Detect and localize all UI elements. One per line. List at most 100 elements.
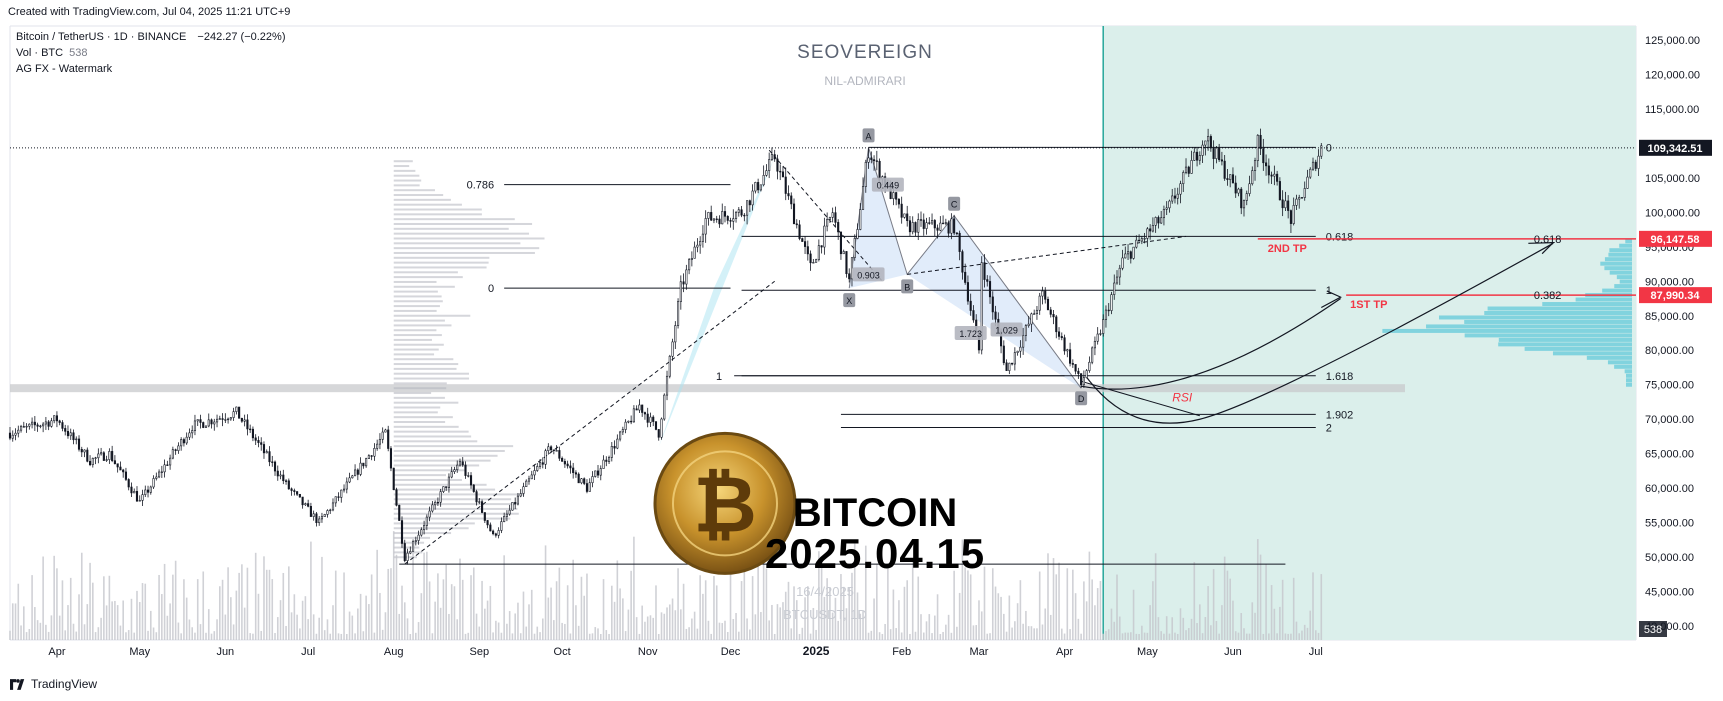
candle-body xyxy=(389,448,393,469)
volume-bar xyxy=(950,632,953,640)
target-label: 2ND TP xyxy=(1268,243,1307,255)
candle-body xyxy=(765,170,768,176)
pattern-shade-bcd xyxy=(907,215,1082,389)
volume-profile-bar xyxy=(393,532,452,535)
volume-bar xyxy=(873,598,875,640)
candle-body xyxy=(411,541,415,552)
candle-body xyxy=(497,530,500,536)
right-volume-profile-bar xyxy=(1426,324,1632,329)
symbol-legend[interactable]: Bitcoin / TetherUS · 1D · BINANCE −242.2… xyxy=(16,31,286,43)
volume-bar xyxy=(1312,572,1314,640)
candle-body xyxy=(1231,174,1235,184)
price-tick-label: 70,000.00 xyxy=(1645,414,1694,426)
volume-bar xyxy=(594,627,597,640)
tradingview-footer[interactable]: TradingView xyxy=(10,677,97,691)
volume-bar xyxy=(638,633,641,640)
candle-body xyxy=(768,159,771,171)
pattern-shade-xab xyxy=(849,147,908,289)
candle-body xyxy=(453,469,456,472)
candle-body xyxy=(406,552,409,561)
candle-body xyxy=(699,241,702,246)
volume-bar xyxy=(354,633,356,640)
volume-bar xyxy=(506,623,508,640)
volume-bar xyxy=(823,596,826,640)
volume-bar xyxy=(9,630,11,640)
candle-body xyxy=(478,501,481,503)
candle-body xyxy=(563,461,566,465)
volume-bar xyxy=(1047,553,1049,640)
volume-profile-bar xyxy=(393,184,420,187)
volume-bar xyxy=(268,569,271,640)
volume-bar xyxy=(760,612,762,640)
volume-bar xyxy=(699,575,701,640)
volume-bar xyxy=(127,630,130,640)
candle-body xyxy=(668,355,671,377)
time-tick-label: Dec xyxy=(721,646,741,658)
candle-body xyxy=(1071,363,1074,365)
candle-body xyxy=(1267,165,1270,176)
volume-bar xyxy=(304,596,307,640)
volume-bar xyxy=(1110,608,1113,640)
volume-bar xyxy=(456,619,459,640)
volume-profile-bar xyxy=(393,411,438,414)
candle-body xyxy=(318,518,321,524)
volume-bar xyxy=(934,615,936,640)
volume-bar xyxy=(738,631,740,640)
candle-body xyxy=(690,258,693,260)
pattern-point-badge xyxy=(1075,391,1088,406)
volume-bar xyxy=(1138,633,1140,640)
volume-bar xyxy=(895,628,897,640)
volume-bar xyxy=(743,565,746,640)
right-volume-profile-bar xyxy=(1626,382,1632,387)
candle-body xyxy=(439,491,442,503)
right-volume-profile-bar xyxy=(1575,297,1632,302)
candle-body xyxy=(124,471,128,480)
volume-bar xyxy=(1146,632,1149,640)
candle-body xyxy=(1193,151,1196,161)
symbol-name: Bitcoin / TetherUS · 1D · BINANCE xyxy=(16,31,187,43)
volume-bar xyxy=(784,591,787,640)
volume-bar xyxy=(622,598,624,640)
candle-body xyxy=(254,437,257,441)
candle-body xyxy=(1201,144,1204,156)
candle-body xyxy=(1080,373,1083,386)
candle-body xyxy=(710,212,713,221)
volume-bar xyxy=(17,583,20,640)
candle-body xyxy=(815,259,818,263)
candle-body xyxy=(365,458,368,467)
volume-bar xyxy=(166,615,169,640)
candle-body xyxy=(1309,168,1312,178)
candle-body xyxy=(602,459,605,469)
candle-body xyxy=(1008,362,1011,371)
volume-bar xyxy=(14,603,17,640)
volume-bar xyxy=(1248,633,1251,640)
footer-label: TradingView xyxy=(31,677,98,691)
volume-bar xyxy=(1223,556,1226,640)
dashed-trendline-ab xyxy=(768,149,883,282)
volume-bar xyxy=(86,604,89,640)
candle-body xyxy=(1176,193,1179,199)
volume-bar xyxy=(1030,626,1033,640)
candle-body xyxy=(831,212,834,218)
candle-body xyxy=(1030,313,1033,325)
candle-body xyxy=(227,418,230,421)
volume-bar xyxy=(116,605,119,640)
volume-bar xyxy=(50,615,53,640)
target-price-tag-text: 96,147.58 xyxy=(1651,234,1700,246)
volume-bar xyxy=(547,597,550,640)
volume-legend[interactable]: Vol · BTC 538 xyxy=(16,47,88,59)
bitcoin-coin-icon xyxy=(653,431,797,575)
candle-body xyxy=(1259,134,1262,149)
price-tick-label: 105,000.00 xyxy=(1645,173,1700,185)
candle-body xyxy=(1179,183,1182,195)
candle-body xyxy=(505,513,508,517)
indicator-legend[interactable]: AG FX - Watermark xyxy=(16,63,112,75)
volume-bar xyxy=(357,608,359,640)
volume-bar xyxy=(359,593,362,640)
candle-body xyxy=(445,486,448,488)
candle-body xyxy=(1157,217,1160,224)
volume-bar xyxy=(649,615,652,640)
volume-bar xyxy=(1273,608,1276,640)
candle-body xyxy=(158,471,161,478)
